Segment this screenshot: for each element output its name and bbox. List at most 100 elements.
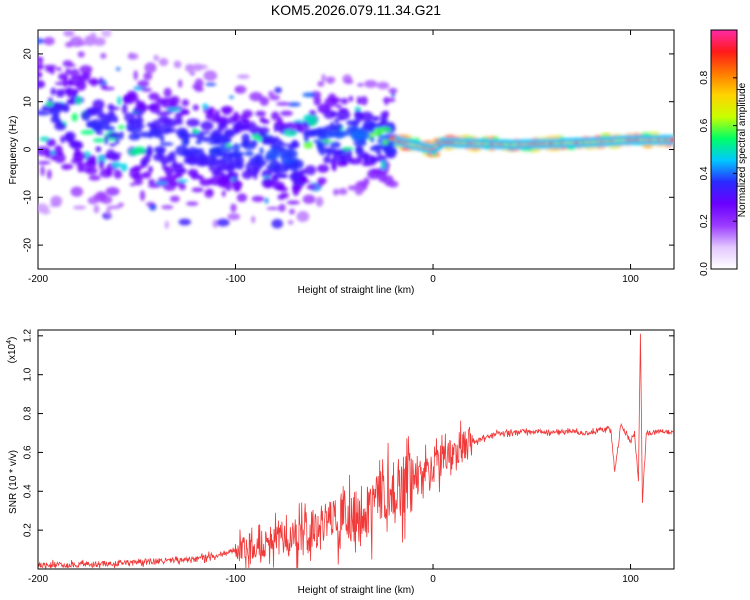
- spectrogram-cell: [354, 130, 359, 141]
- spectrogram-cell: [360, 96, 368, 106]
- spectrogram-cell: [275, 127, 282, 131]
- spectrogram-cell: [151, 119, 162, 129]
- spectrogram-cell: [158, 115, 171, 123]
- spectrogram-cell: [108, 110, 115, 118]
- spectrogram-cell: [332, 153, 346, 163]
- spectrogram-cell: [38, 38, 45, 44]
- spectrogram-cell: [105, 186, 120, 196]
- snr-x-tick-label: 0: [430, 574, 436, 585]
- spectrogram-cell: [186, 118, 200, 127]
- spectrogram-cell: [64, 81, 73, 85]
- spectrogram-cell: [76, 41, 86, 46]
- snr-x-axis: -200 -100 0 100: [28, 330, 639, 585]
- spectrogram-cell: [129, 182, 136, 187]
- spectrogram-cell: [46, 138, 56, 147]
- spectrogram-cell: [289, 208, 295, 215]
- snr-y-scale-close: ): [7, 337, 18, 340]
- spectrogram-cell: [200, 131, 211, 135]
- spectrogram-cell: [255, 110, 267, 117]
- spectrogram-cell: [194, 78, 204, 89]
- spectrogram-cell: [233, 122, 244, 133]
- spectrogram-cell: [107, 205, 121, 210]
- spectrogram-cell: [229, 158, 242, 169]
- spectrogram-cell: [284, 149, 298, 159]
- spectrogram-cell: [164, 166, 174, 176]
- spectrogram-cell: [174, 111, 183, 122]
- spectrogram-cell: [181, 99, 190, 107]
- spectrogram-cell: [329, 133, 340, 138]
- spectrogram-cell: [274, 87, 282, 94]
- spectrogram-cell: [334, 117, 339, 124]
- spectrogram-cell: [341, 147, 355, 151]
- spectrogram-cell: [202, 103, 209, 110]
- spectrogram-cell: [70, 186, 84, 197]
- spectrogram-cell: [128, 52, 135, 60]
- spectrogram-cell: [259, 146, 264, 155]
- spectrogram-cell: [54, 153, 66, 164]
- spectrogram-cell: [215, 160, 225, 171]
- spectrogram-cell: [38, 56, 44, 62]
- spectrogram-cell: [335, 104, 342, 109]
- spectrogram-cell: [303, 140, 313, 149]
- spectrogram-cell: [107, 132, 121, 139]
- spectrogram-cell: [159, 142, 174, 146]
- spectrogram-cell: [169, 195, 180, 203]
- spectrogram-cell: [88, 174, 101, 181]
- spectrogram-cell: [382, 116, 388, 127]
- spectrogram-cell: [259, 116, 266, 123]
- spectrogram-cell: [127, 90, 136, 95]
- spectrogram-cell: [164, 128, 177, 133]
- spectrogram-cell: [120, 163, 128, 172]
- spectrogram-cell: [249, 161, 255, 167]
- spectrogram-cell: [216, 218, 230, 227]
- snr-y-axis: 0.2 0.4 0.6 0.8 1.0 1.2: [23, 328, 674, 537]
- spectrogram-cell: [353, 141, 363, 146]
- colorbar: 0.0 0.2 0.4 0.6 0.8 Normalized spectral ampl…: [699, 29, 748, 276]
- spectrogram-cell: [46, 169, 52, 180]
- spectrogram-cell: [385, 151, 396, 159]
- spectrogram-cell: [63, 30, 75, 37]
- spectrogram-cell: [207, 188, 214, 195]
- spectrogram-cell: [153, 146, 167, 154]
- spectrogram-cell: [137, 80, 150, 88]
- spectrogram-cell: [268, 90, 275, 97]
- snr-y-scale-label: (x104): [6, 337, 18, 364]
- snr-y-tick-label: 1.0: [23, 367, 34, 381]
- snr-panel: 0.2 0.4 0.6 0.8 1.0 1.2 -200 -100 0 100 Height o…: [6, 328, 675, 596]
- spectrogram-cell: [220, 121, 228, 127]
- spectrogram-cell: [370, 136, 375, 143]
- spectrogram-cell: [161, 204, 174, 210]
- spectrogram-cell: [69, 68, 80, 79]
- spectrogram-cell: [89, 32, 97, 42]
- spectrogram-cell: [331, 160, 337, 170]
- spectrogram-cell: [128, 133, 141, 141]
- spectrogram-cell: [185, 159, 193, 164]
- spectrogram-y-tick-label: -10: [23, 190, 34, 205]
- spectrogram-cell: [220, 106, 234, 113]
- spectrogram-cell: [133, 146, 146, 155]
- spectrogram-cell: [113, 169, 123, 179]
- spectrogram-cell: [315, 196, 324, 207]
- spectrogram-heatmap: [38, 30, 674, 230]
- spectrogram-cell: [252, 171, 258, 180]
- spectrogram-cell: [251, 195, 265, 203]
- spectrogram-cell: [276, 146, 286, 151]
- spectrogram-cell: [139, 190, 146, 202]
- spectrogram-cell: [91, 119, 103, 123]
- spectrogram-cell: [177, 179, 189, 183]
- spectrogram-cell: [167, 107, 181, 112]
- spectrogram-cell: [336, 109, 351, 120]
- colorbar-label: Normalized spectral amplitude: [737, 82, 748, 217]
- colorbar-tick-label: 0.8: [699, 70, 710, 84]
- spectrogram-cell: [158, 58, 169, 67]
- colorbar-gradient: [710, 29, 738, 270]
- spectrogram-cell: [219, 174, 234, 178]
- spectrogram-cell: [218, 158, 224, 164]
- spectrogram-cell: [119, 130, 124, 140]
- spectrogram-cell: [38, 111, 50, 116]
- spectrogram-cell: [289, 172, 301, 182]
- spectrogram-cell: [376, 150, 382, 155]
- spectrogram-cell: [222, 161, 228, 169]
- snr-y-scale-exponent: 4: [6, 340, 13, 344]
